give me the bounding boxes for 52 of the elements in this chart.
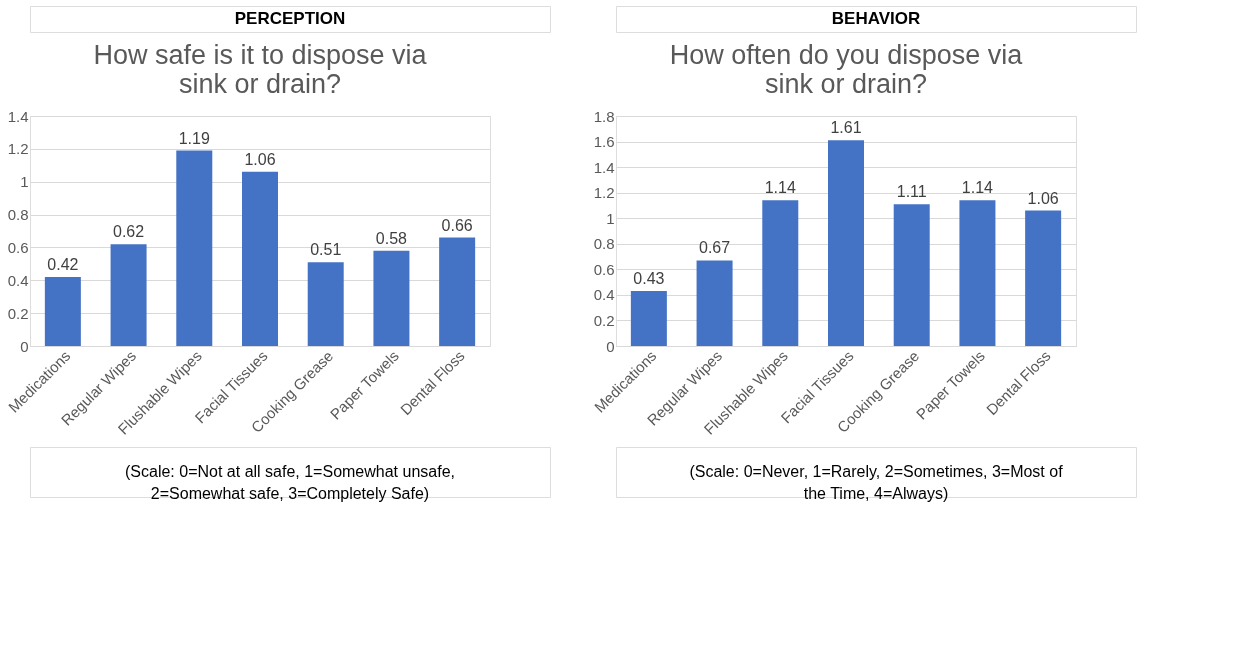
bar xyxy=(696,260,733,346)
data-label: 0.66 xyxy=(441,216,473,234)
bar xyxy=(630,291,667,346)
data-label: 0.51 xyxy=(310,241,342,259)
y-tick-label: 0.2 xyxy=(7,304,29,322)
bar xyxy=(439,237,476,346)
bar xyxy=(110,244,147,346)
y-tick-label: 0.8 xyxy=(7,206,29,224)
text: (Scale: 0=Never, 1=Rarely, 2=Sometimes, 3=Most of the Time, 4=Always) xyxy=(689,463,1064,502)
y-tick-label: 0.2 xyxy=(593,311,615,329)
bar xyxy=(893,204,930,346)
bar xyxy=(373,250,410,346)
data-label: 0.43 xyxy=(633,270,665,288)
y-tick-label: 1.8 xyxy=(593,107,615,125)
bar xyxy=(762,200,799,346)
bar xyxy=(176,150,213,346)
y-tick-label: 0.6 xyxy=(7,238,29,256)
y-tick-label: 1 xyxy=(20,173,29,191)
data-label: 1.14 xyxy=(764,179,796,197)
bar xyxy=(1025,210,1062,346)
y-tick-label: 0.6 xyxy=(593,260,615,278)
y-tick-label: 1 xyxy=(606,209,615,227)
y-tick-label: 0.4 xyxy=(593,286,615,304)
y-tick-label: 1.4 xyxy=(593,158,615,176)
y-tick-label: 1.4 xyxy=(7,107,29,125)
bar xyxy=(959,200,996,346)
y-tick-label: 1.6 xyxy=(593,133,615,151)
y-tick-label: 0 xyxy=(20,337,29,355)
text: PERCEPTION xyxy=(234,9,346,28)
chart-title: How safe is it to dispose via sink or drain? xyxy=(93,40,428,99)
bar xyxy=(44,277,81,346)
y-tick-label: 1.2 xyxy=(7,140,29,158)
data-label: 1.06 xyxy=(1027,189,1059,207)
y-tick-label: 0.4 xyxy=(7,271,29,289)
data-label: 0.42 xyxy=(47,256,79,273)
text: (Scale: 0=Not at all safe, 1=Somewhat unsafe, 2=Somewhat safe, 3=Completely Safe) xyxy=(125,463,455,502)
y-tick-label: 1.2 xyxy=(593,184,615,202)
data-label: 1.61 xyxy=(830,119,862,137)
chart-title: How often do you dispose via sink or drain? xyxy=(669,40,1024,99)
data-label: 1.11 xyxy=(896,183,927,201)
data-label: 0.62 xyxy=(113,223,145,241)
data-label: 1.06 xyxy=(244,150,276,168)
y-tick-label: 0.8 xyxy=(593,235,615,253)
bar xyxy=(828,140,864,346)
data-label: 1.19 xyxy=(178,129,210,147)
data-label: 0.58 xyxy=(375,229,408,247)
y-tick-label: 0 xyxy=(606,337,615,355)
bar xyxy=(307,262,344,346)
text: BEHAVIOR xyxy=(831,9,921,28)
data-label: 1.14 xyxy=(961,179,994,197)
bar xyxy=(242,171,278,346)
data-label: 0.67 xyxy=(699,239,731,257)
